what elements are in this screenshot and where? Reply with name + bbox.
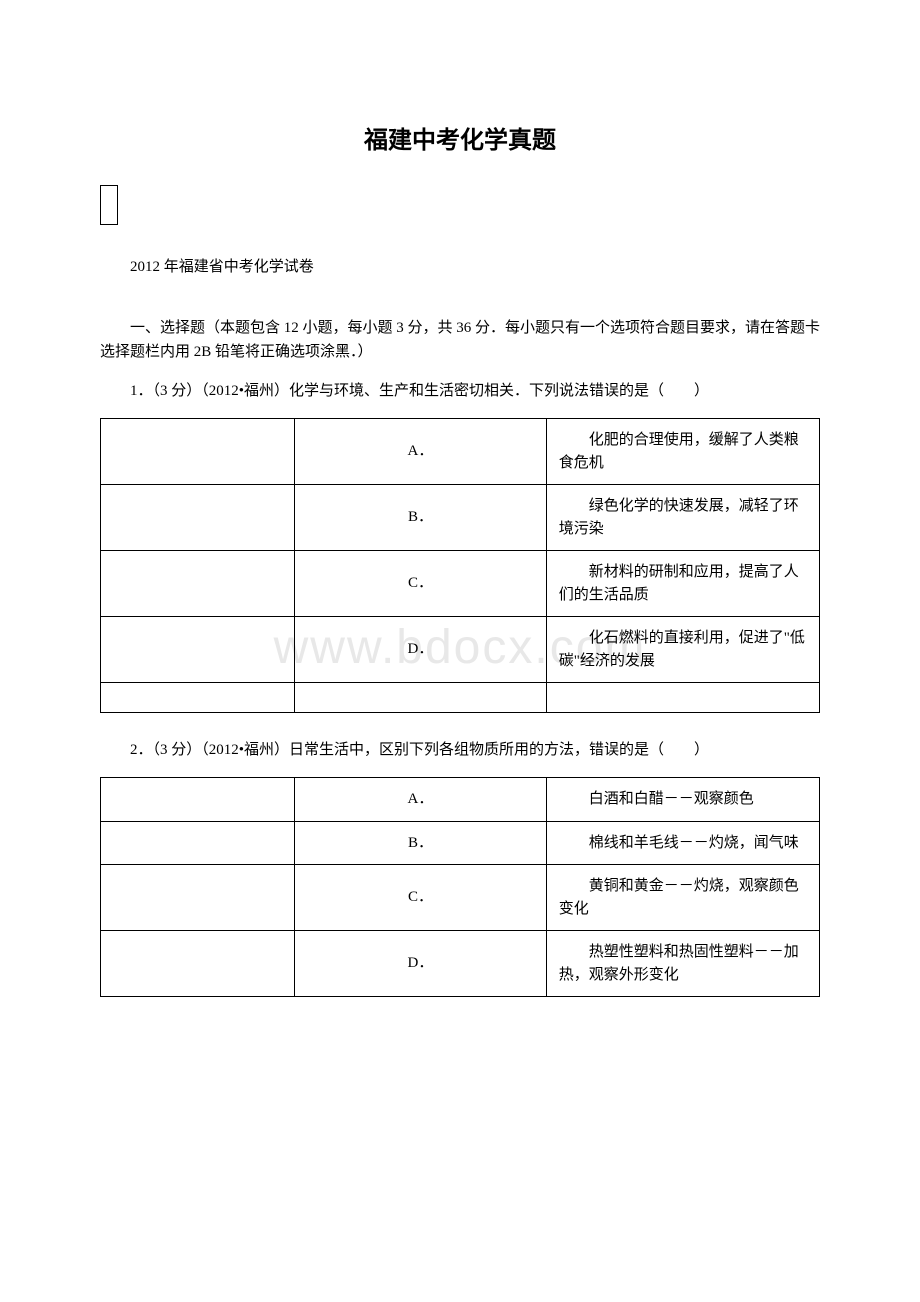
- empty-cell: [101, 419, 295, 485]
- empty-cell: [101, 551, 295, 617]
- option-letter: A．: [295, 778, 547, 822]
- empty-cell: [101, 617, 295, 683]
- table-row: B． 棉线和羊毛线－－灼烧，闻气味: [101, 821, 820, 865]
- empty-cell: [295, 683, 547, 713]
- subtitle: 2012 年福建省中考化学试卷: [100, 255, 820, 276]
- option-desc: 热塑性塑料和热固性塑料－－加热，观察外形变化: [546, 931, 819, 997]
- table-row: D． 热塑性塑料和热固性塑料－－加热，观察外形变化: [101, 931, 820, 997]
- option-letter: D．: [295, 617, 547, 683]
- section-header: 一、选择题（本题包含 12 小题，每小题 3 分，共 36 分．每小题只有一个选…: [100, 316, 820, 364]
- option-letter: B．: [295, 821, 547, 865]
- option-desc: 化石燃料的直接利用，促进了"低碳"经济的发展: [546, 617, 819, 683]
- empty-cell: [101, 821, 295, 865]
- option-letter: C．: [295, 551, 547, 617]
- main-title: 福建中考化学真题: [100, 120, 820, 155]
- option-letter: B．: [295, 485, 547, 551]
- table-row: A． 化肥的合理使用，缓解了人类粮食危机: [101, 419, 820, 485]
- option-desc: 黄铜和黄金－－灼烧，观察颜色变化: [546, 865, 819, 931]
- question-2-options-table: A． 白酒和白醋－－观察颜色 B． 棉线和羊毛线－－灼烧，闻气味 C． 黄铜和黄…: [100, 777, 820, 997]
- table-blank-row: [101, 683, 820, 713]
- empty-cell: [101, 931, 295, 997]
- empty-cell: [546, 683, 819, 713]
- table-row: C． 黄铜和黄金－－灼烧，观察颜色变化: [101, 865, 820, 931]
- option-letter: D．: [295, 931, 547, 997]
- option-desc: 新材料的研制和应用，提高了人们的生活品质: [546, 551, 819, 617]
- table-row: A． 白酒和白醋－－观察颜色: [101, 778, 820, 822]
- option-desc: 化肥的合理使用，缓解了人类粮食危机: [546, 419, 819, 485]
- empty-cell: [101, 683, 295, 713]
- question-2-text: 2．（3 分）（2012•福州）日常生活中，区别下列各组物质所用的方法，错误的是…: [100, 738, 820, 762]
- document-content: 福建中考化学真题 2012 年福建省中考化学试卷 一、选择题（本题包含 12 小…: [100, 120, 820, 997]
- table-row: B． 绿色化学的快速发展，减轻了环境污染: [101, 485, 820, 551]
- option-desc: 棉线和羊毛线－－灼烧，闻气味: [546, 821, 819, 865]
- empty-cell: [101, 485, 295, 551]
- question-1-options-table: A． 化肥的合理使用，缓解了人类粮食危机 B． 绿色化学的快速发展，减轻了环境污…: [100, 418, 820, 713]
- empty-cell: [101, 865, 295, 931]
- option-desc: 绿色化学的快速发展，减轻了环境污染: [546, 485, 819, 551]
- option-letter: C．: [295, 865, 547, 931]
- table-row: D． 化石燃料的直接利用，促进了"低碳"经济的发展: [101, 617, 820, 683]
- tag-box: [100, 185, 118, 225]
- question-1-text: 1．（3 分）（2012•福州）化学与环境、生产和生活密切相关．下列说法错误的是…: [100, 379, 820, 403]
- option-desc: 白酒和白醋－－观察颜色: [546, 778, 819, 822]
- empty-cell: [101, 778, 295, 822]
- table-row: C． 新材料的研制和应用，提高了人们的生活品质: [101, 551, 820, 617]
- option-letter: A．: [295, 419, 547, 485]
